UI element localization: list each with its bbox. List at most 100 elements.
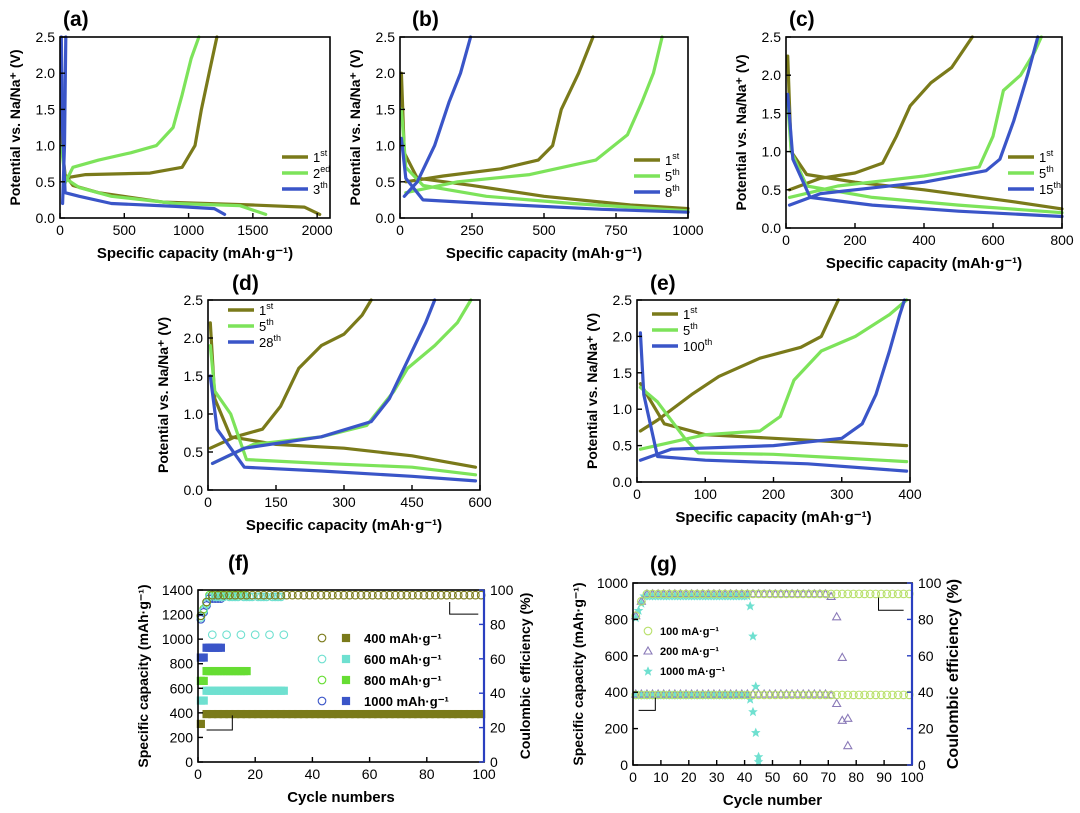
efficiency-point	[419, 590, 429, 600]
capacity-point	[849, 690, 858, 700]
efficiency-point	[854, 589, 864, 599]
efficiency-point	[804, 589, 814, 599]
efficiency-point	[362, 590, 372, 600]
x-tick-label: 0	[204, 494, 212, 510]
legend-marker	[317, 633, 327, 643]
capacity-point	[754, 690, 763, 700]
efficiency-point	[236, 630, 246, 640]
legend-entry: 1000 mAh·g⁻¹	[364, 694, 449, 709]
efficiency-point	[225, 590, 234, 600]
y2-tick-label: 40	[918, 684, 934, 700]
legend-entry: 5th	[665, 167, 680, 184]
capacity-point	[765, 690, 775, 700]
efficiency-point	[860, 589, 869, 599]
capacity-point	[743, 690, 752, 700]
legend-entry: 1st	[313, 148, 328, 165]
x-axis-label: Cycle numbers	[287, 789, 395, 806]
efficiency-point	[316, 590, 326, 600]
efficiency-point	[798, 589, 808, 599]
efficiency-point	[305, 590, 314, 600]
y-tick-label: 1000	[162, 631, 193, 647]
x-tick-label: 150	[264, 494, 288, 510]
panel-g: 0 10 20 30 40 50 60 70 80 90 10002004006008001000C…	[570, 553, 962, 809]
efficiency-point	[250, 630, 260, 640]
y-tick-label: 2.0	[613, 328, 633, 344]
legend-entry: 1000 mA·g⁻¹	[660, 666, 725, 678]
capacity-point	[642, 690, 652, 700]
efficiency-point	[368, 590, 377, 600]
efficiency-point	[293, 590, 303, 600]
efficiency-point	[692, 589, 702, 599]
panel-d: 0 150 300 450 600 0.0 0.5 1.0 1.5 2.0 2.5 Specific …	[155, 272, 492, 534]
x-axis-label: Cycle number	[723, 792, 822, 809]
capacity-point	[664, 690, 674, 700]
x-tick-label: 500	[532, 222, 556, 238]
y2-axis-label: Coulombic efficiency (%)	[945, 579, 962, 769]
capacity-point	[726, 690, 736, 700]
y-tick-label: 0.5	[762, 182, 782, 198]
legend-entry: 800 mAh·g⁻¹	[364, 673, 442, 688]
efficiency-point	[448, 590, 457, 600]
efficiency-point	[737, 589, 747, 599]
panel-label: (a)	[63, 8, 89, 31]
efficiency-point	[253, 590, 263, 600]
y-tick-label: 0.0	[762, 220, 782, 236]
capacity-point	[832, 690, 842, 700]
efficiency-point	[265, 590, 274, 600]
efficiency-point	[413, 590, 423, 600]
x-tick-label: 750	[604, 222, 628, 238]
y2-tick-label: 40	[490, 685, 506, 701]
x-tick-label: 400	[912, 232, 936, 248]
efficiency-point	[636, 596, 647, 605]
series-line-15th	[787, 35, 1040, 207]
x-tick-label: 1000	[672, 222, 703, 238]
efficiency-point	[408, 590, 417, 600]
series-line-1st	[404, 35, 595, 184]
efficiency-point	[681, 589, 691, 599]
panel-label: (e)	[650, 272, 676, 295]
efficiency-point	[471, 590, 480, 600]
efficiency-point	[871, 589, 881, 599]
y-tick-label: 2.5	[613, 292, 633, 308]
efficiency-point	[759, 589, 769, 599]
capacity-point	[876, 690, 886, 700]
efficiency-point	[453, 590, 463, 600]
efficiency-point	[431, 590, 440, 600]
x-tick-label: 60	[362, 766, 378, 782]
x-tick-label: 300	[830, 486, 854, 502]
x-tick-label: 250	[460, 222, 484, 238]
series-line-28th	[210, 298, 437, 465]
capacity-point	[653, 690, 663, 700]
y-tick-label: 400	[170, 705, 194, 721]
y2-tick-label: 80	[490, 616, 506, 632]
panel-c: 0 200 400 600 800 0.0 0.5 1.0 1.5 2.0 2.5 Specific …	[733, 8, 1074, 272]
efficiency-point	[648, 589, 657, 599]
x-axis-label: Specific capacity (mAh·g⁻¹)	[97, 245, 293, 262]
left-axis-arrow	[206, 715, 233, 731]
capacity-point	[860, 690, 869, 700]
y-axis-label: Specific capacity (mAh·g⁻¹)	[135, 584, 151, 767]
efficiency-point	[465, 590, 475, 600]
capacity-point	[737, 690, 747, 700]
efficiency-point	[637, 596, 646, 606]
capacity-point	[748, 706, 758, 717]
efficiency-point	[207, 590, 217, 600]
legend-entry: 5th	[683, 321, 698, 338]
capacity-point	[871, 690, 881, 700]
legend-marker	[341, 696, 351, 706]
efficiency-point	[436, 590, 446, 600]
x-tick-label: 30	[709, 769, 725, 785]
x-tick-label: 300	[332, 494, 356, 510]
efficiency-point	[837, 652, 848, 661]
efficiency-point	[299, 590, 309, 600]
efficiency-point	[333, 590, 343, 600]
capacity-point	[843, 690, 853, 700]
efficiency-point	[837, 589, 847, 599]
capacity-point	[720, 690, 730, 700]
efficiency-point	[826, 589, 836, 599]
y-tick-label: 2.0	[762, 67, 782, 83]
efficiency-point	[459, 590, 469, 600]
efficiency-point	[831, 611, 842, 621]
series-line-5th	[404, 35, 664, 195]
